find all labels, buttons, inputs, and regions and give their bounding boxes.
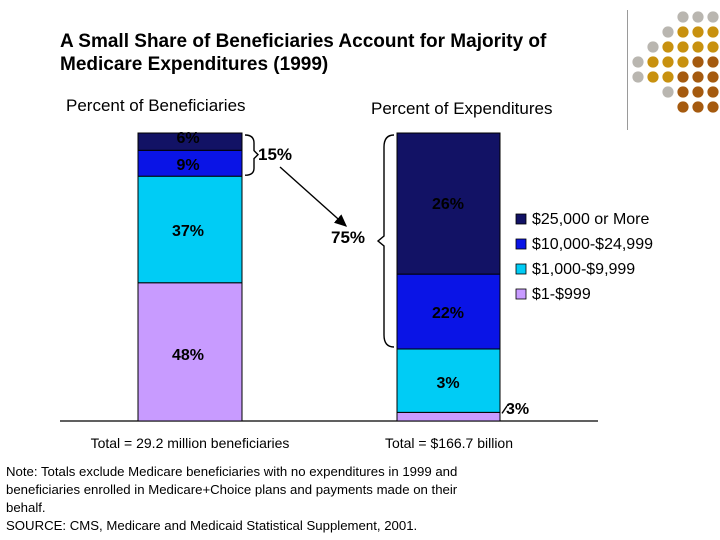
bar-segment <box>137 175 243 284</box>
footnote: Note: Totals exclude Medicare beneficiar… <box>6 463 606 535</box>
bar-segment-label: 3% <box>436 375 459 392</box>
footnote-line: Note: Totals exclude Medicare beneficiar… <box>6 464 458 479</box>
total-right: Total = $166.7 billion <box>385 435 513 451</box>
bar-segment <box>137 282 243 422</box>
callout-label: 15% <box>258 145 292 164</box>
legend-swatch <box>515 238 527 250</box>
bar-segment-label: 48% <box>172 347 204 364</box>
bracket-left <box>244 134 259 176</box>
legend-label: $1,000-$9,999 <box>532 261 635 278</box>
bar-segment-label: 22% <box>432 305 464 322</box>
legend-label: $10,000-$24,999 <box>532 236 653 253</box>
chart-title: A Small Share of Beneficiaries Account f… <box>60 31 547 75</box>
decor-divider-line <box>627 10 628 130</box>
bar-segment <box>137 132 243 151</box>
series-bottom-right-label: 3% <box>506 401 529 418</box>
bar-segment <box>396 348 501 413</box>
right-bar-subtitle: Percent of Expenditures <box>371 99 553 118</box>
total-left: Total = 29.2 million beneficiaries <box>91 435 290 451</box>
left-bar-subtitle: Percent of Beneficiaries <box>66 96 246 115</box>
bar-segment-label: 26% <box>432 196 464 213</box>
bar-segment <box>396 273 501 350</box>
legend-label: $1-$999 <box>532 286 591 303</box>
bar-segment-label: 9% <box>176 157 199 174</box>
source-line: SOURCE: CMS, Medicare and Medicaid Stati… <box>6 518 418 533</box>
bar-segment-label: 37% <box>172 223 204 240</box>
bar-segment <box>137 149 243 177</box>
footnote-line: behalf. <box>6 500 46 515</box>
callout-arrow <box>279 166 348 227</box>
legend-swatch <box>515 263 527 275</box>
legend-swatch <box>515 288 527 300</box>
callout-arrow-3pct <box>501 405 508 414</box>
bracket-right <box>376 134 395 348</box>
bar-segment <box>396 411 501 422</box>
bar-segment-label: 6% <box>176 130 199 147</box>
callout-label: 75% <box>331 228 365 247</box>
bar-segment <box>396 132 501 275</box>
legend-swatch <box>515 213 527 225</box>
footnote-line: beneficiaries enrolled in Medicare+Choic… <box>6 482 458 497</box>
legend-label: $25,000 or More <box>532 211 650 228</box>
